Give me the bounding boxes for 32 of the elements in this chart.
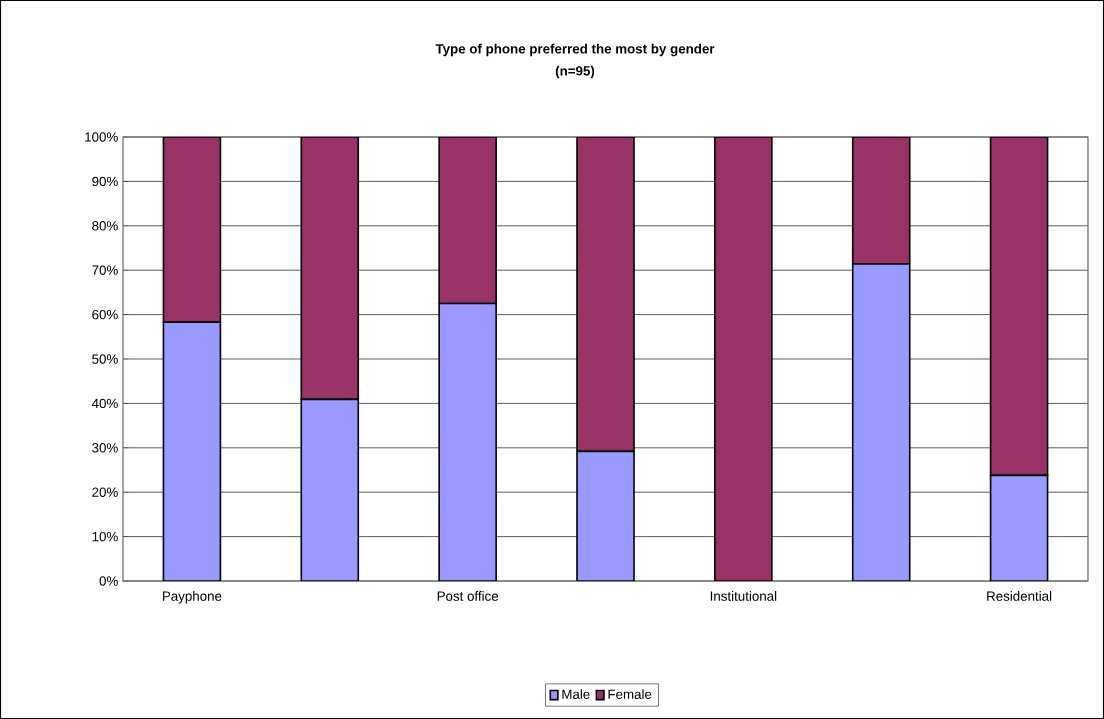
x-tick-label: Post office bbox=[437, 591, 499, 601]
legend-label: Female bbox=[608, 689, 652, 699]
y-tick-label: 70% bbox=[92, 265, 118, 275]
bar bbox=[162, 321, 222, 581]
bar bbox=[576, 450, 635, 581]
legend-label: Male bbox=[562, 689, 590, 699]
bar bbox=[989, 137, 1049, 477]
bar bbox=[851, 137, 911, 265]
y-tick-label: 40% bbox=[91, 398, 118, 409]
bar bbox=[989, 474, 1049, 581]
y-tick-label: 100% bbox=[85, 132, 118, 142]
chart-subtitle: (n=95) bbox=[555, 65, 595, 79]
x-tick-label: Institutional bbox=[710, 591, 777, 601]
y-tick-label: 50% bbox=[92, 354, 118, 364]
bar bbox=[576, 137, 635, 453]
y-tick-label: 30% bbox=[92, 443, 118, 453]
bar bbox=[300, 398, 360, 581]
y-tick-label: 10% bbox=[92, 531, 118, 542]
bar bbox=[851, 263, 911, 581]
y-tick-label: 80% bbox=[92, 221, 118, 231]
x-tick-label: Payphone bbox=[162, 591, 222, 604]
y-tick-label: 90% bbox=[92, 176, 118, 187]
bar bbox=[300, 137, 360, 401]
y-tick-label: 20% bbox=[92, 487, 118, 497]
x-tick-label: Residential bbox=[987, 591, 1052, 601]
chart-title: Type of phone preferred the most by gender bbox=[435, 43, 715, 57]
bar bbox=[438, 137, 497, 305]
bar bbox=[162, 137, 222, 323]
y-tick-label: 60% bbox=[92, 309, 118, 320]
y-tick-label: 0% bbox=[99, 576, 118, 586]
bar bbox=[714, 137, 773, 581]
bar bbox=[438, 302, 497, 581]
